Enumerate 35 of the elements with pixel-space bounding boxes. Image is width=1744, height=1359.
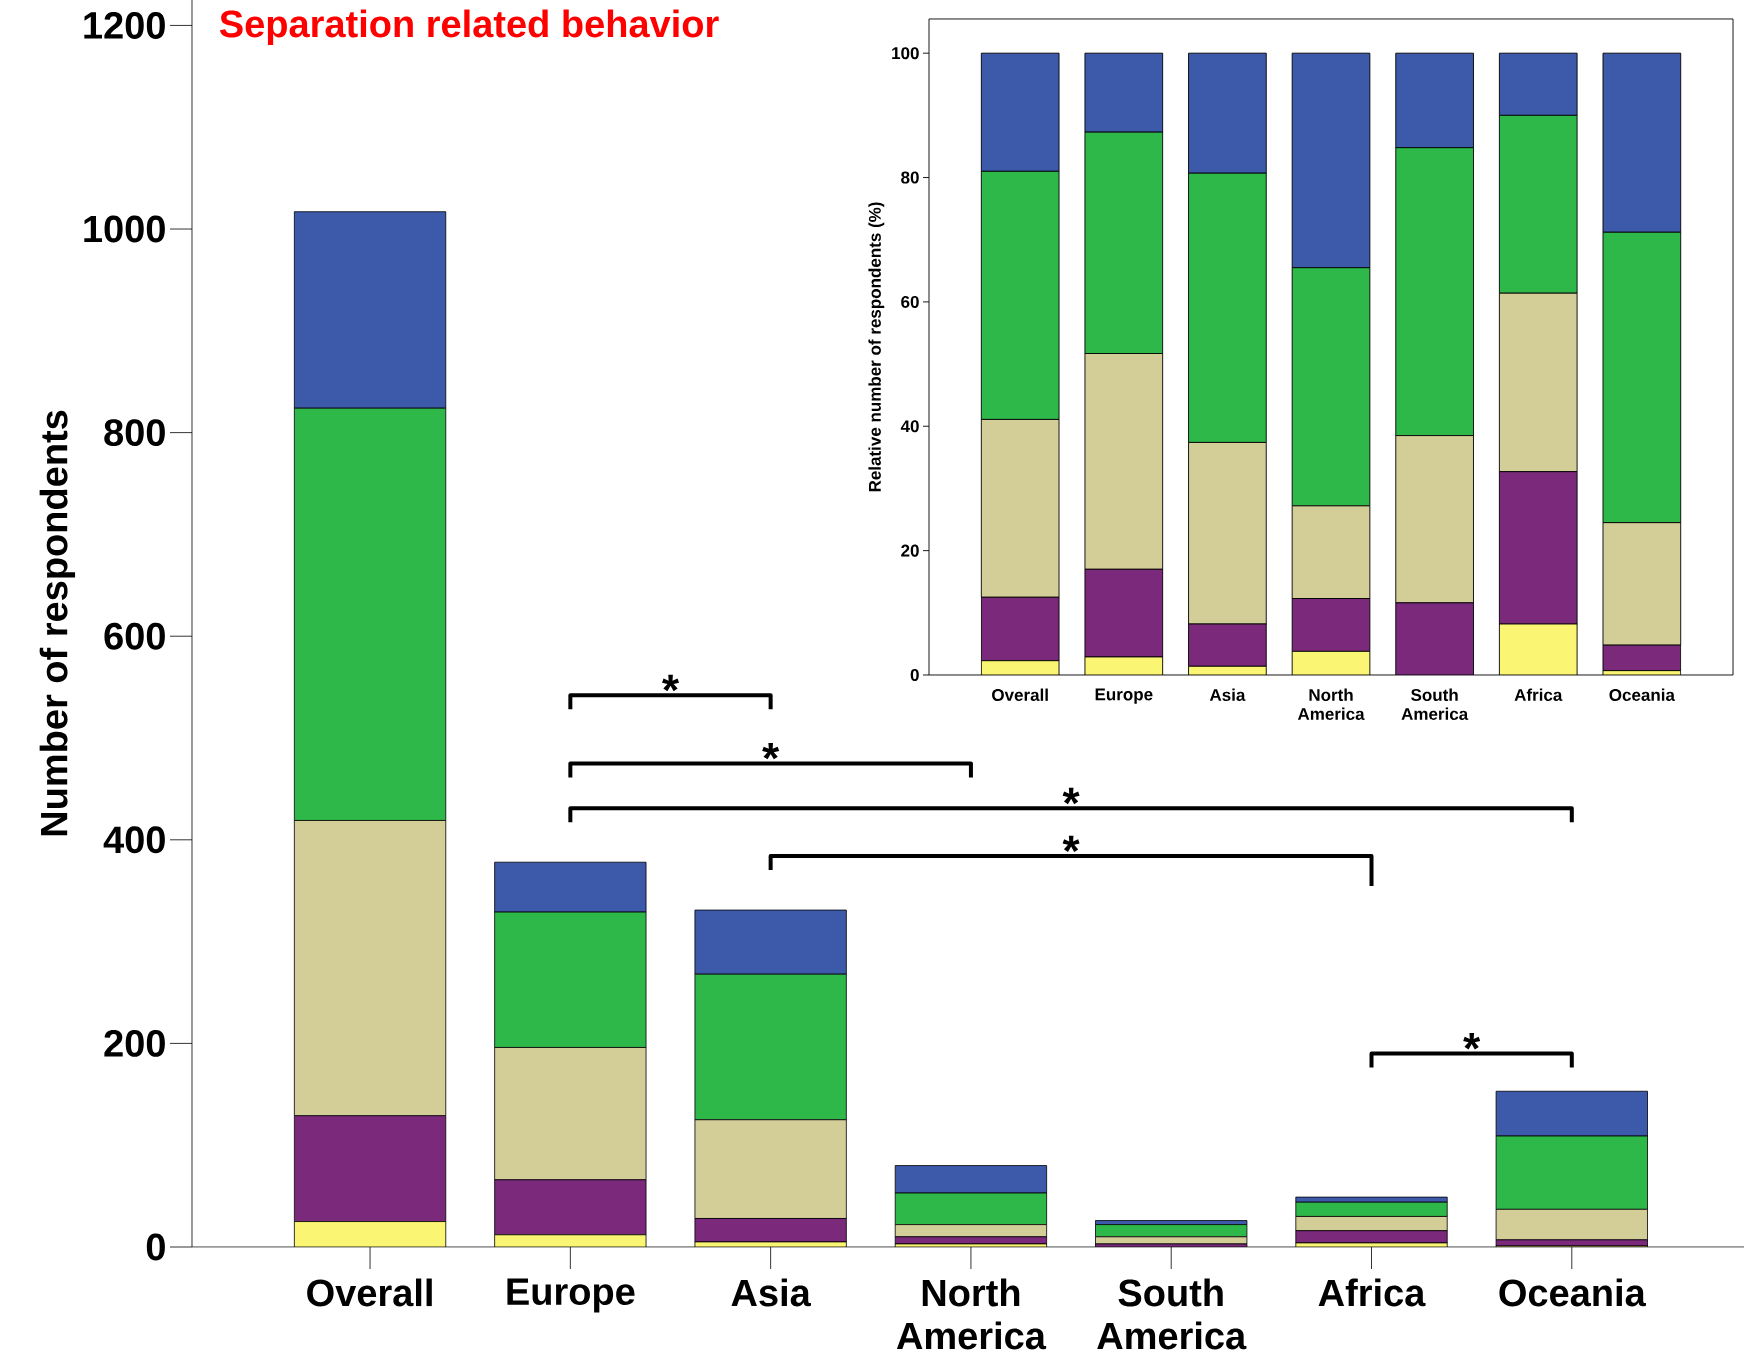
y-tick-label: 100	[892, 47, 919, 60]
y-tick-label: 60	[901, 295, 919, 308]
y-axis-title: Relative number of respondents (%)	[868, 202, 885, 492]
y-tick-label: 20	[901, 544, 919, 557]
y-tick-label: 40	[900, 420, 919, 433]
x-tick-label: Overall	[307, 1278, 432, 1307]
y-tick-label: 800	[104, 419, 165, 447]
annotation: *	[662, 674, 680, 692]
annotation: *	[1062, 787, 1080, 805]
x-tick-label: Asia	[1209, 688, 1246, 702]
annotation: *	[1062, 835, 1080, 852]
y-tick-label: 1000	[84, 215, 165, 243]
y-axis-title: Number of respondents	[39, 410, 76, 836]
x-tick-label: Europe	[1095, 688, 1153, 704]
x-tick-label: Oceania	[1499, 1278, 1646, 1307]
y-tick-label: 400	[103, 826, 165, 854]
x-tick-label: South America	[1401, 688, 1469, 721]
y-tick-label: 0	[910, 668, 919, 682]
y-tick-label: 80	[901, 171, 919, 184]
x-tick-label: North America	[1297, 688, 1365, 721]
x-tick-label: Overall	[992, 688, 1048, 702]
y-tick-label: 200	[104, 1029, 165, 1057]
annotation: *	[762, 742, 780, 760]
x-tick-label: Europe	[507, 1278, 635, 1313]
x-tick-label: North America	[896, 1278, 1047, 1350]
chart-title: Separation related behavior	[219, 9, 719, 45]
x-tick-label: South America	[1097, 1278, 1247, 1350]
x-tick-label: Oceania	[1609, 688, 1676, 702]
y-tick-label: 1200	[84, 11, 165, 39]
y-tick-label: 0	[146, 1233, 165, 1261]
annotation: *	[1463, 1033, 1481, 1050]
y-tick-label: 600	[104, 622, 165, 650]
x-tick-label: Africa	[1514, 688, 1563, 702]
x-tick-label: Asia	[731, 1278, 812, 1307]
x-tick-label: Africa	[1318, 1278, 1426, 1307]
